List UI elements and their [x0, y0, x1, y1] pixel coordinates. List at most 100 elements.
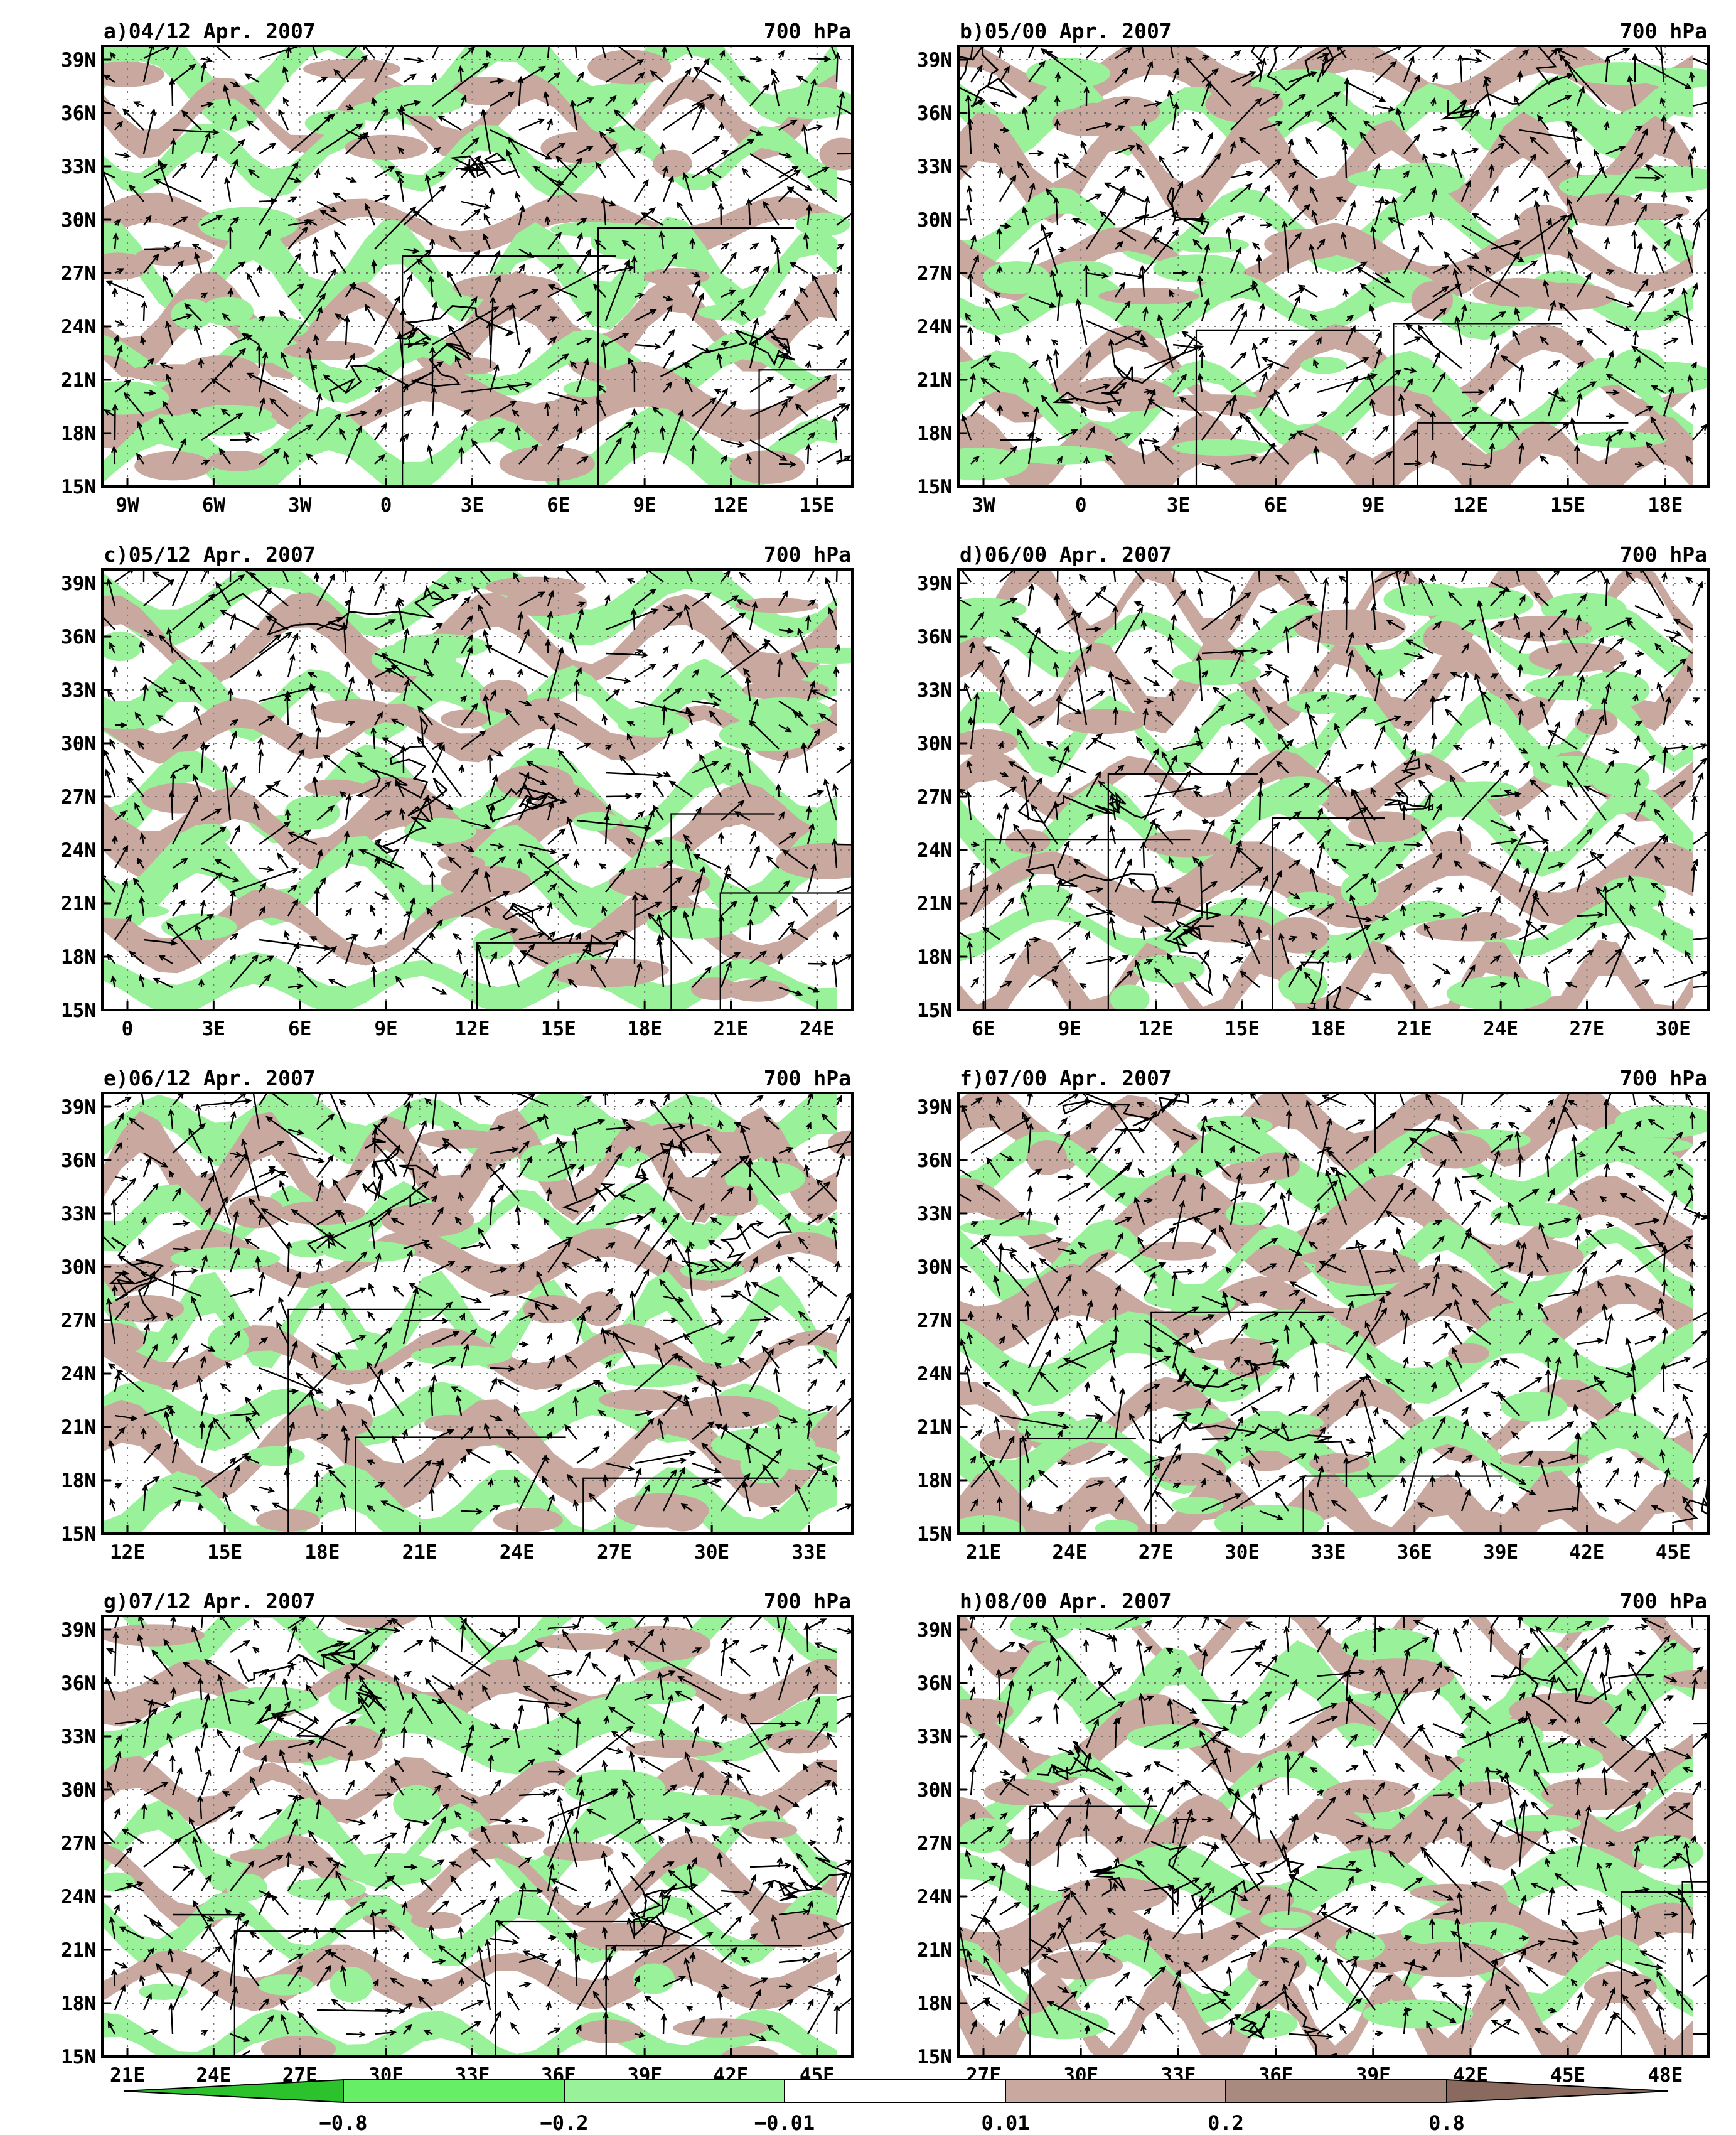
y-tick-label: 18N [61, 946, 96, 969]
panel-title: f)07/00 Apr. 2007 [960, 1066, 1172, 1090]
y-tick-label: 24N [917, 1363, 952, 1385]
y-tick-label: 15N [917, 999, 952, 1022]
x-tick-label: 15E [1550, 494, 1585, 517]
x-tick-label: 39E [1483, 1541, 1518, 1564]
y-tick-label: 30N [917, 209, 952, 232]
panel-b: b)05/00 Apr. 2007 700 hPa 39N 36N 33N 30N 27N 2… [917, 19, 1710, 517]
x-tick-label: 12E [454, 1018, 490, 1040]
y-tick-label: 21N [917, 1939, 952, 1962]
panel-level: 700 hPa [764, 19, 851, 43]
colorbar-segment [1225, 2079, 1447, 2103]
colorbar-label: 0.8 [1428, 2111, 1465, 2135]
colorbar-segment [1446, 2079, 1669, 2104]
x-tick-label: 6E [547, 494, 570, 517]
x-tick-label: 9E [1361, 494, 1385, 517]
panel-a: a)04/12 Apr. 2007 700 hPa 39N 36N 33N 30N 27N 2… [61, 19, 854, 517]
x-tick-label: 0 [122, 1018, 134, 1040]
y-tick-label: 21N [61, 1939, 96, 1962]
wind-vectors [102, 46, 852, 468]
y-tick-label: 36N [61, 1672, 96, 1695]
x-tick-label: 18E [1648, 494, 1683, 517]
x-tick-label: 12E [110, 1541, 145, 1564]
y-tick-label: 27N [917, 1310, 952, 1332]
x-tick-label: 21E [110, 2064, 145, 2087]
y-tick-label: 27N [917, 262, 952, 285]
x-tick-label: 3E [202, 1018, 225, 1040]
y-tick-label: 27N [61, 1310, 96, 1332]
colorbar-label: −0.8 [319, 2111, 367, 2135]
x-tick-label: 0 [380, 494, 392, 517]
colorbar-label: 0.2 [1208, 2111, 1244, 2135]
x-tick-label: 3E [1167, 494, 1190, 517]
y-tick-label: 15N [917, 1523, 952, 1546]
y-tick-label: 33N [61, 156, 96, 178]
y-tick-label: 36N [61, 1149, 96, 1172]
panel-title: d)06/00 Apr. 2007 [960, 542, 1172, 567]
colorbar-segment [343, 2079, 565, 2103]
x-tick-label: 21E [1397, 1018, 1432, 1040]
x-tick-label: 24E [800, 1018, 835, 1040]
x-tick-label: 9W [115, 494, 139, 517]
y-tick-label: 21N [61, 369, 96, 392]
wind-vectors [958, 1093, 1708, 1520]
x-tick-label: 24E [196, 2064, 231, 2087]
y-tick-label: 24N [917, 1886, 952, 1908]
panel-title: c)05/12 Apr. 2007 [104, 542, 316, 567]
panel-title: e)06/12 Apr. 2007 [104, 1066, 316, 1090]
x-tick-label: 24E [1483, 1018, 1518, 1040]
y-tick-label: 18N [61, 1470, 96, 1492]
y-tick-label: 27N [917, 786, 952, 809]
y-tick-label: 18N [917, 1992, 952, 2015]
x-tick-label: 30E [694, 1541, 729, 1564]
x-tick-label: 21E [966, 1541, 1001, 1564]
x-tick-label: 15E [207, 1541, 242, 1564]
y-tick-label: 24N [61, 1363, 96, 1385]
y-tick-label: 18N [61, 422, 96, 445]
y-tick-label: 24N [917, 316, 952, 338]
x-tick-label: 6W [202, 494, 226, 517]
y-tick-label: 33N [917, 1203, 952, 1225]
x-tick-label: 30E [1224, 1541, 1260, 1564]
panel-title: a)04/12 Apr. 2007 [104, 19, 316, 43]
x-tick-label: 27E [1139, 1541, 1174, 1564]
y-tick-label: 33N [61, 1726, 96, 1748]
y-tick-label: 30N [917, 733, 952, 755]
x-tick-label: 27E [597, 1541, 632, 1564]
y-tick-label: 30N [917, 1256, 952, 1279]
x-tick-label: 15E [800, 494, 835, 517]
x-tick-label: 3W [288, 494, 312, 517]
panel-level: 700 hPa [1620, 19, 1707, 43]
x-tick-label: 27E [1569, 1018, 1604, 1040]
y-tick-label: 33N [917, 1726, 952, 1748]
y-tick-label: 24N [917, 839, 952, 862]
x-tick-label: 18E [304, 1541, 340, 1564]
y-tick-label: 27N [61, 1832, 96, 1855]
y-tick-label: 39N [61, 1096, 96, 1119]
y-tick-label: 21N [61, 1416, 96, 1439]
y-tick-label: 21N [917, 1416, 952, 1439]
x-tick-label: 18E [1310, 1018, 1346, 1040]
x-tick-label: 24E [1052, 1541, 1087, 1564]
panel-level: 700 hPa [1620, 1066, 1707, 1090]
panel-level: 700 hPa [764, 1066, 851, 1090]
y-tick-label: 39N [917, 1096, 952, 1119]
y-tick-label: 33N [61, 1203, 96, 1225]
y-tick-label: 39N [61, 49, 96, 72]
y-tick-label: 18N [917, 946, 952, 969]
panel-level: 700 hPa [1620, 1589, 1707, 1613]
x-tick-label: 9E [633, 494, 656, 517]
panel-level: 700 hPa [764, 1589, 851, 1613]
y-tick-label: 15N [917, 476, 952, 498]
x-tick-label: 24E [500, 1541, 535, 1564]
x-tick-label: 6E [288, 1018, 311, 1040]
x-tick-label: 18E [627, 1018, 662, 1040]
colorbar: −0.8 −0.2 −0.01 0.01 0.2 0.8 [123, 2079, 1669, 2135]
colorbar-label: −0.01 [754, 2111, 815, 2135]
y-tick-label: 33N [917, 156, 952, 178]
x-tick-label: 30E [1656, 1018, 1691, 1040]
y-tick-label: 24N [61, 839, 96, 862]
panel-e: e)06/12 Apr. 2007 700 hPa 39N 36N 33N 30N 27N 2… [61, 1066, 854, 1564]
y-tick-label: 21N [61, 893, 96, 915]
x-tick-label: 3W [972, 494, 995, 517]
panel-f: f)07/00 Apr. 2007 700 hPa 39N 36N 33N 30N 27N 2… [917, 1066, 1710, 1564]
